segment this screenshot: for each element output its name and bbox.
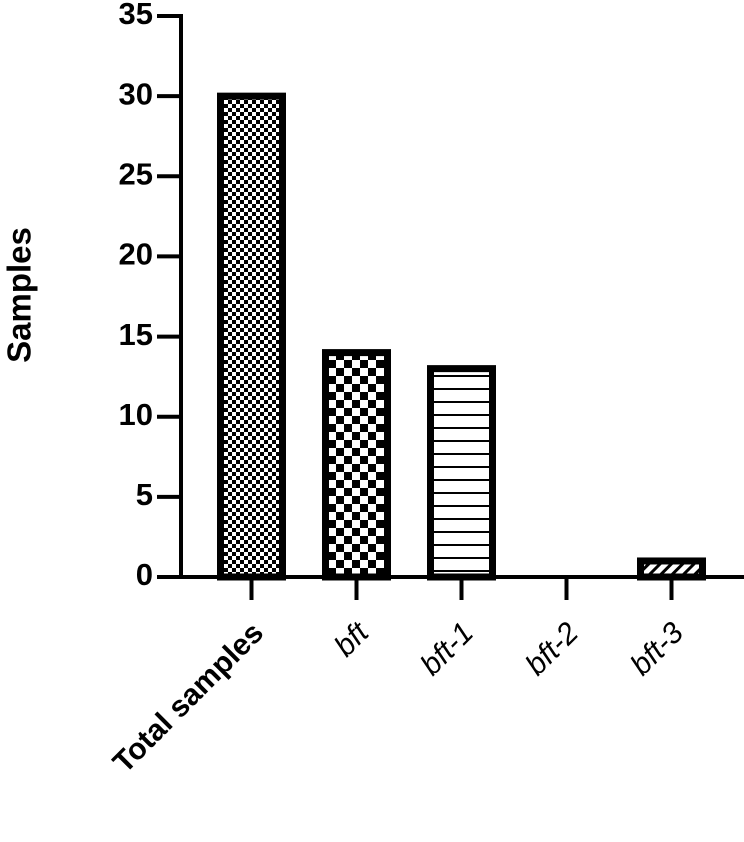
y-tick-label: 35 — [119, 0, 153, 31]
y-tick-label: 30 — [119, 76, 153, 111]
x-tick-label: Total samples — [107, 616, 270, 779]
x-tick-label: bft-3 — [624, 616, 690, 682]
y-tick-label: 0 — [136, 557, 153, 592]
x-tick-label: bft — [328, 615, 376, 663]
x-tick-label: bft-1 — [414, 616, 480, 682]
y-tick-label: 10 — [119, 397, 153, 432]
bar — [637, 557, 706, 581]
bar — [427, 365, 496, 581]
y-tick-label: 5 — [136, 477, 153, 512]
y-axis-label: Samples — [1, 227, 38, 363]
y-tick-label: 25 — [119, 156, 153, 191]
y-tick-label: 20 — [119, 237, 153, 272]
bar — [217, 92, 286, 581]
bar — [322, 349, 391, 581]
x-tick-label: bft-2 — [519, 616, 585, 682]
y-tick-label: 15 — [119, 317, 153, 352]
